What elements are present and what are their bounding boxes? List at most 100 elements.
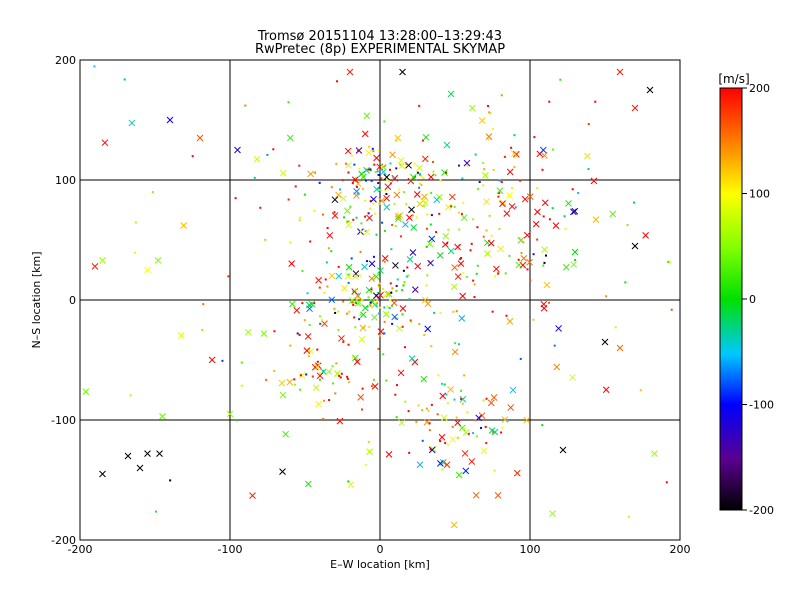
data-point-x — [513, 469, 521, 477]
data-point-dot — [293, 378, 296, 381]
data-point-x — [345, 263, 353, 271]
chart-subtitle: RwPretec (8p) EXPERIMENTAL SKYMAP — [255, 42, 505, 57]
data-point-x — [422, 133, 430, 141]
data-point-dot — [365, 179, 368, 182]
data-point-dot — [425, 407, 428, 410]
data-point-dot — [490, 234, 493, 237]
data-point-dot — [375, 302, 378, 305]
data-point-x — [478, 117, 486, 124]
data-point-x — [395, 213, 402, 220]
data-point-dot — [485, 442, 488, 445]
data-point-dot — [405, 203, 408, 206]
data-point-dot — [430, 214, 433, 217]
data-point-x — [523, 416, 531, 424]
data-point-dot — [328, 399, 331, 402]
data-point-x — [380, 168, 387, 176]
data-point-x — [352, 354, 359, 362]
data-point-dot — [351, 182, 354, 185]
data-point-dot — [485, 229, 488, 232]
data-point-dot — [395, 139, 398, 142]
data-point-dot — [358, 293, 361, 296]
data-point-x — [416, 164, 423, 172]
y-tick-label: -100 — [51, 414, 76, 427]
data-point-dot — [420, 183, 423, 186]
data-point-dot — [415, 216, 418, 219]
data-point-dot — [123, 78, 126, 81]
data-point-dot — [299, 374, 302, 377]
data-point-dot — [461, 402, 464, 405]
data-point-x — [469, 104, 476, 112]
data-point-x — [468, 458, 476, 465]
data-point-x — [352, 273, 359, 280]
data-point-x — [483, 198, 490, 205]
data-point-x — [508, 203, 516, 210]
data-point-dot — [394, 317, 397, 320]
y-axis-ticks: -200 -100 0 100 200 — [51, 54, 76, 547]
data-point-x — [383, 173, 391, 181]
data-point-x — [373, 186, 381, 193]
data-point-x — [354, 300, 362, 307]
data-point-dot — [574, 259, 577, 262]
data-point-dot — [354, 288, 357, 291]
data-point-x — [399, 68, 406, 76]
data-point-dot — [455, 310, 458, 313]
data-point-x — [590, 177, 598, 185]
data-point-dot — [299, 216, 302, 219]
data-point-dot — [360, 230, 363, 233]
data-point-dot — [390, 291, 393, 294]
y-tick-label: 200 — [55, 54, 76, 67]
data-point-x — [458, 315, 466, 322]
data-point-dot — [298, 219, 301, 222]
data-point-dot — [405, 163, 408, 166]
data-point-x — [541, 246, 548, 253]
data-point-x — [288, 300, 296, 308]
data-point-dot — [506, 419, 509, 422]
data-point-dot — [511, 187, 514, 190]
data-point-dot — [301, 269, 304, 272]
data-point-dot — [430, 403, 433, 406]
data-point-dot — [301, 302, 304, 305]
data-point-x — [389, 151, 396, 159]
data-point-dot — [485, 397, 488, 400]
data-point-x — [321, 320, 328, 327]
data-point-dot — [459, 258, 462, 261]
data-point-dot — [422, 177, 425, 180]
data-point-x — [490, 394, 498, 401]
data-point-dot — [426, 213, 429, 216]
data-point-dot — [287, 198, 290, 201]
data-point-x — [443, 141, 451, 149]
data-point-dot — [465, 275, 468, 278]
data-point-dot — [519, 179, 522, 182]
data-point-x — [345, 161, 352, 169]
data-point-dot — [376, 170, 379, 173]
data-point-dot — [505, 314, 508, 317]
data-point-dot — [385, 192, 388, 195]
data-point-dot — [364, 463, 367, 466]
y-tick-label: 100 — [55, 174, 76, 187]
data-point-x — [365, 149, 373, 157]
data-point-dot — [351, 356, 354, 359]
data-point-dot — [326, 227, 329, 230]
x-axis-label: E–W location [km] — [330, 558, 430, 571]
data-point-dot — [404, 400, 407, 403]
data-point-dot — [342, 340, 345, 343]
data-point-x — [357, 394, 365, 401]
data-point-dot — [298, 333, 301, 336]
data-point-x — [304, 333, 312, 340]
data-point-dot — [202, 303, 205, 306]
data-point-dot — [669, 261, 672, 264]
data-point-x — [344, 207, 351, 215]
data-point-x — [128, 119, 136, 127]
data-point-dot — [370, 288, 373, 291]
data-point-x — [396, 324, 403, 332]
data-point-x — [344, 147, 352, 155]
data-point-dot — [347, 220, 350, 223]
y-axis-label: N–S location [km] — [30, 251, 43, 348]
data-point-dot — [439, 179, 442, 182]
data-point-x — [383, 194, 390, 202]
data-point-dot — [354, 326, 357, 329]
data-point-dot — [433, 311, 436, 314]
data-point-dot — [326, 285, 329, 288]
data-point-dot — [491, 310, 494, 313]
data-point-x — [487, 239, 495, 247]
